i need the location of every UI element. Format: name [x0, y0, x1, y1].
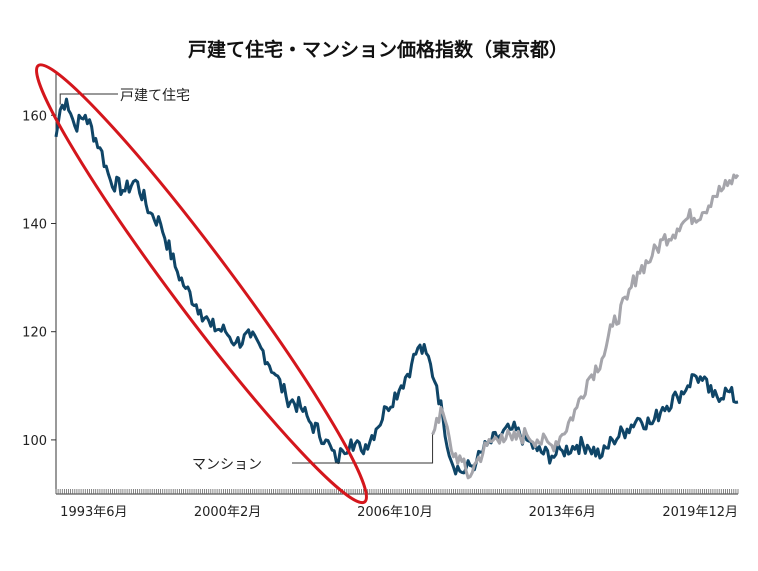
x-tick-label: 1993年6月: [60, 505, 127, 520]
chart-title: 戸建て住宅・マンション価格指数（東京都）: [188, 38, 568, 61]
highlight-ellipse: [35, 63, 368, 505]
x-minor-ticks: [55, 489, 739, 494]
y-tick-label: 100: [22, 434, 47, 449]
annotation-label: マンション: [192, 457, 262, 473]
series-line-0: [54, 97, 739, 476]
x-tick-label: 2006年10月: [357, 505, 433, 520]
callout-line-1: [292, 434, 434, 464]
callout-line-0: [59, 93, 118, 105]
x-tick-label: 2000年2月: [194, 505, 261, 520]
annotation-label: 戸建て住宅: [120, 88, 190, 104]
x-axis: 1993年6月 2000年2月 2006年10月 2013年6月 2019年12月: [55, 489, 739, 520]
y-axis: 100 120 140 160: [22, 72, 57, 494]
y-tick-label: 160: [22, 109, 47, 124]
series-line-1: [431, 173, 740, 480]
series-layer: [54, 97, 740, 480]
x-tick-label: 2013年6月: [529, 505, 596, 520]
y-tick-label: 120: [22, 326, 47, 341]
y-tick-label: 140: [22, 217, 47, 232]
x-tick-label: 2019年12月: [662, 505, 738, 520]
